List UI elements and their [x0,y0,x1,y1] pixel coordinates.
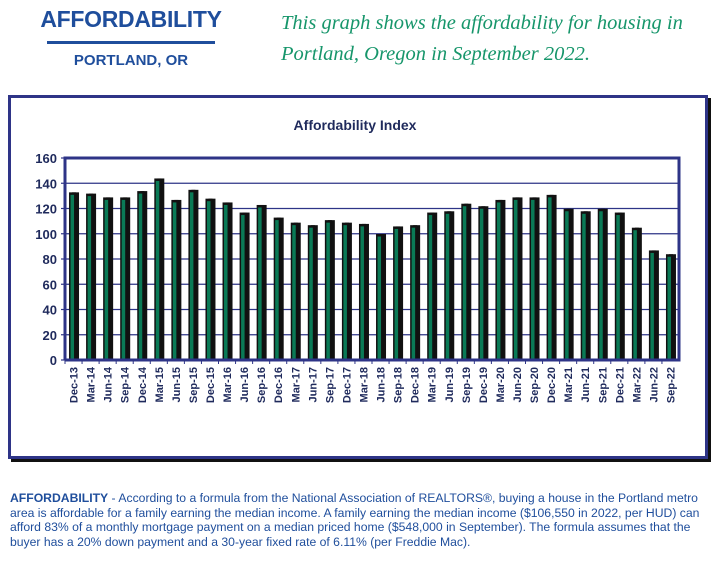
y-tick-label: 120 [35,202,57,217]
footer-separator: - [108,491,119,505]
x-tick-label: Mar-18 [358,367,370,402]
x-axis: Dec-13 Mar-14 Jun-14 Sep-14 Dec-14 Mar-15 Jun-… [64,360,677,403]
x-tick-label: Dec-18 [410,367,422,403]
x-tick-label: Sep-22 [665,367,677,403]
bar [565,211,569,360]
bar [224,204,228,360]
bar [616,215,620,360]
y-tick-label: 160 [35,151,57,166]
bar [377,236,382,360]
x-tick-label: Mar-14 [86,366,98,402]
x-tick-label: Dec-14 [137,366,149,403]
y-tick-label: 60 [43,277,57,292]
x-tick-label: Mar-21 [563,367,575,402]
x-tick-label: Dec-19 [478,367,490,403]
x-tick-label: Mar-22 [631,367,643,402]
bar [121,199,126,360]
x-tick-label: Dec-17 [341,367,353,403]
x-tick-label: Sep-18 [393,367,405,403]
footer-lead: AFFORDABILITY [10,491,109,505]
y-tick-label: 140 [35,176,57,191]
bar [411,227,416,360]
brand-block: AFFORDABILITY PORTLAND, OR [0,6,262,69]
y-tick-label: 80 [43,252,57,267]
bar [309,227,313,360]
x-tick-label: Sep-16 [256,367,268,403]
x-tick-label: Jun-20 [512,367,524,402]
x-tick-label: Mar-16 [222,367,234,402]
y-tick-label: 0 [50,353,57,368]
bar [87,196,92,360]
bar [70,194,75,360]
x-tick-label: Mar-19 [427,367,439,402]
bar [206,201,211,360]
bar [275,220,279,360]
bar [496,202,501,360]
bar [326,222,330,360]
x-tick-label: Sep-15 [188,367,200,403]
x-tick-label: Dec-16 [273,367,285,403]
bar [428,215,433,360]
gridlines [65,182,679,336]
chart-title: Affordability Index [294,117,417,133]
y-tick-label: 40 [43,303,57,318]
bar [241,215,245,360]
x-tick-label: Jun-19 [444,367,456,402]
x-tick-label: Sep-19 [461,367,473,403]
bar [462,206,467,360]
bar [531,199,535,360]
bar [650,252,654,360]
bar [155,180,160,360]
x-tick-label: Sep-20 [529,367,541,403]
x-tick-label: Dec-13 [69,367,81,403]
x-tick-label: Sep-14 [120,366,132,403]
x-tick-label: Mar-15 [154,367,166,402]
bar [360,226,364,360]
x-tick-label: Mar-17 [290,367,302,402]
x-tick-label: Jun-17 [307,367,319,402]
x-tick-label: Dec-21 [614,367,626,403]
chart-caption: This graph shows the affordability for h… [281,12,683,65]
bar [599,211,603,360]
bar [513,199,518,360]
bar [104,199,109,360]
bar [445,213,450,360]
bar [172,202,177,360]
bar [189,192,194,360]
bar [258,207,262,360]
bar [548,197,552,360]
brand-title: AFFORDABILITY [40,6,222,32]
bar [582,213,586,360]
x-tick-label: Sep-17 [324,367,336,403]
x-tick-label: Jun-14 [103,366,115,402]
brand-subtitle: PORTLAND, OR [73,52,189,69]
y-tick-label: 100 [35,227,57,242]
x-tick-label: Jun-16 [239,367,251,402]
x-tick-label: Sep-21 [597,367,609,403]
bars [69,178,676,360]
x-tick-label: Jun-15 [171,367,183,402]
x-tick-label: Jun-18 [376,367,388,402]
bar [292,225,296,360]
bar [138,193,143,360]
bar [394,228,399,360]
brand-divider [47,41,215,44]
footer-body: According to a formula from the National… [10,491,700,549]
bar [479,208,484,360]
x-tick-label: Dec-20 [546,367,558,403]
y-axis: 0 20 40 60 80 100 120 140 160 [35,151,65,368]
bar [667,256,671,360]
bar [343,225,347,360]
x-tick-label: Mar-20 [495,367,507,402]
x-tick-label: Jun-22 [648,367,660,402]
x-tick-label: Dec-15 [205,367,217,403]
footer-note: AFFORDABILITY - According to a formula f… [10,491,710,549]
bar [633,230,637,360]
x-tick-label: Jun-21 [580,367,592,402]
affordability-chart: Affordability Index 0 20 40 60 80 100 120 140 16… [35,117,681,403]
y-tick-label: 20 [43,328,57,343]
